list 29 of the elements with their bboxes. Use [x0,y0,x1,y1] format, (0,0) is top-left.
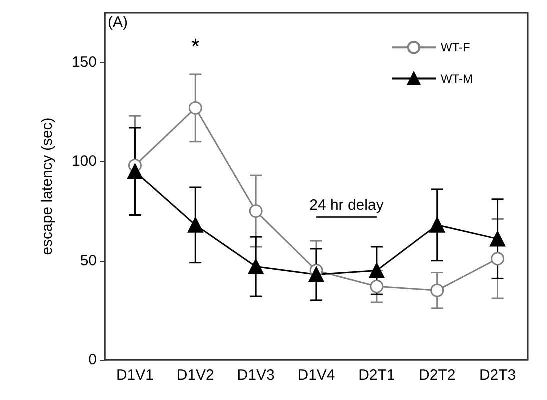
annotation: 24 hr delay [310,197,384,214]
x-tick-label: D1V3 [237,367,275,384]
point [491,252,505,266]
point [127,164,143,180]
y-tick-label: 150 [72,54,97,72]
point [308,266,324,282]
x-tick-label: D2T1 [358,367,396,384]
point [430,284,444,298]
point [430,217,446,233]
y-tick-label: 100 [72,153,97,170]
point [249,204,263,218]
x-tick-label: D1V1 [116,367,154,384]
point [188,101,202,115]
point [490,231,506,247]
x-tick-label: D2T3 [479,367,516,384]
annotation: * [191,34,200,60]
y-axis-title: escape latency (sec) [39,118,56,256]
legend-label: WT-F [441,40,470,55]
point [248,259,264,275]
annotation: (A) [108,14,128,31]
point [370,280,384,294]
y-tick-label: 0 [88,352,97,368]
y-tick-label: 50 [80,252,97,270]
point [188,217,204,233]
x-tick-label: D2T2 [419,367,456,384]
x-tick-label: D1V4 [298,367,336,384]
legend-label: WT-M [441,72,474,86]
x-tick-label: D1V2 [176,367,214,384]
point [369,263,385,279]
